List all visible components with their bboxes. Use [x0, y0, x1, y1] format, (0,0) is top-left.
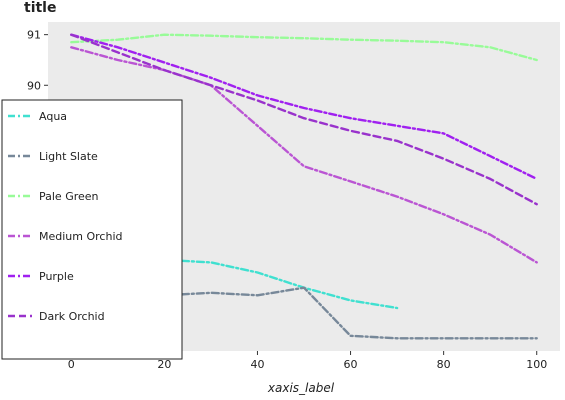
y-tick-label: 91 — [27, 29, 41, 42]
chart-title: title — [24, 0, 56, 16]
series-line-dark-orchid — [70, 33, 538, 206]
x-tick-label: 20 — [157, 358, 171, 371]
x-tick-label: 80 — [437, 358, 451, 371]
x-tick-label: 0 — [68, 358, 75, 371]
series-line-pale-green — [70, 33, 538, 62]
x-axis-label: xaxis_label — [267, 381, 335, 395]
x-tick-label: 100 — [526, 358, 547, 371]
series-line-medium-orchid — [70, 46, 538, 264]
x-tick-label: 60 — [344, 358, 358, 371]
y-tick-label: 90 — [27, 79, 41, 92]
legend-label: Pale Green — [39, 190, 99, 203]
legend-label: Aqua — [39, 110, 67, 123]
legend-label: Light Slate — [39, 150, 98, 163]
legend: Aqua Light Slate Pale Green Medium Orchid Pu… — [1, 99, 183, 360]
legend-label: Dark Orchid — [39, 310, 105, 323]
legend-label: Medium Orchid — [39, 230, 122, 243]
legend-label: Purple — [39, 270, 74, 283]
series-line-purple — [70, 33, 538, 181]
x-tick-label: 40 — [250, 358, 264, 371]
